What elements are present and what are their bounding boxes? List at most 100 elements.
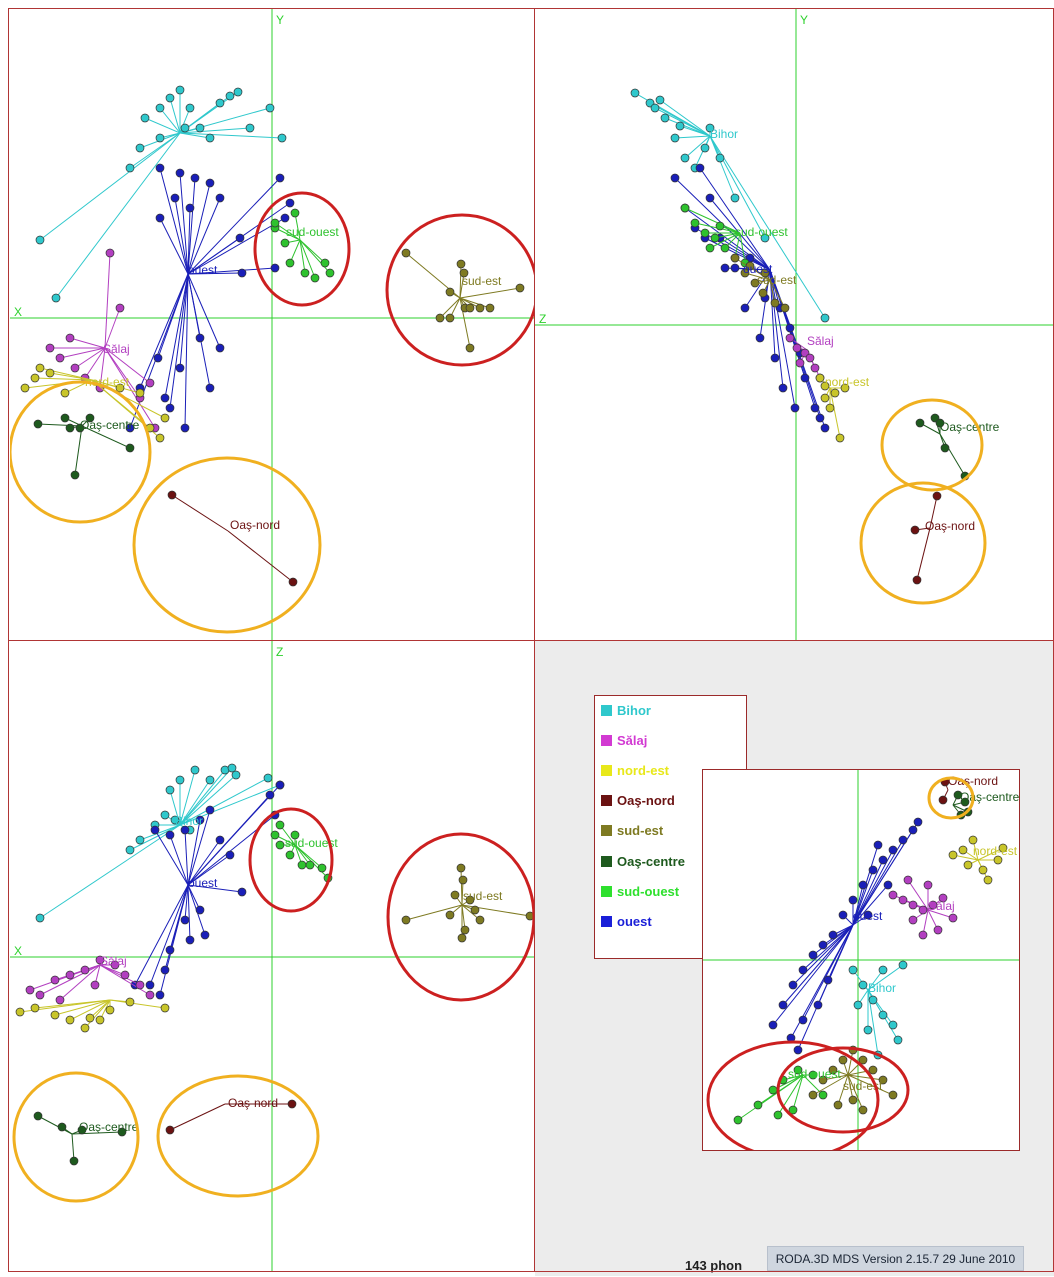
sud-ouest-cluster-link xyxy=(274,222,301,241)
sud-est-cluster-point xyxy=(750,278,760,288)
bihor-cluster-point xyxy=(155,133,165,143)
sud-ouest-cluster-point xyxy=(700,228,710,238)
oas-centre-cluster-point xyxy=(117,1127,127,1137)
nord-est-label: nord-est xyxy=(973,844,1018,858)
ouest-label: ouest xyxy=(188,263,218,277)
highlight-ring-oas-centre xyxy=(8,380,152,524)
bihor-cluster-point xyxy=(195,123,205,133)
sud-ouest-cluster-link xyxy=(757,1074,804,1106)
ouest-cluster-link xyxy=(187,784,281,886)
ouest-cluster-point xyxy=(878,855,888,865)
bihor-cluster-point xyxy=(245,123,255,133)
sud-ouest-cluster-point xyxy=(773,1110,783,1120)
sud-ouest-cluster-point xyxy=(305,860,315,870)
oas-centre-cluster-point xyxy=(33,419,43,429)
salaj-cluster-point xyxy=(948,913,958,923)
salaj-cluster-link xyxy=(104,307,121,349)
nord-est-cluster-link xyxy=(84,999,111,1029)
salaj-cluster-link xyxy=(39,964,101,996)
nord-est-label: nord-est xyxy=(85,375,130,389)
sud-est-cluster-point xyxy=(838,1055,848,1065)
mini-3d-scatter-plot[interactable]: Oaş-nord Oaş-centre nord-est ouest Sălaj Biho… xyxy=(703,770,1020,1160)
bihor-cluster-link xyxy=(179,127,251,134)
oas-nord-cluster-point xyxy=(288,577,298,587)
oas-nord-cluster-point xyxy=(932,491,942,501)
ouest-cluster-link xyxy=(139,273,189,389)
bihor-cluster-point xyxy=(170,815,180,825)
bihor-cluster-link xyxy=(179,774,237,826)
bihor-cluster-link xyxy=(679,125,711,137)
sud-est-cluster-point xyxy=(465,303,475,313)
ouest-cluster-point xyxy=(165,830,175,840)
bihor-cluster-point xyxy=(898,960,908,970)
oas-centre-cluster-point xyxy=(940,443,950,453)
bihor-cluster-point xyxy=(135,835,145,845)
ouest-cluster-link xyxy=(827,924,854,981)
ouest-cluster-link xyxy=(769,269,796,409)
nord-est-cluster-point xyxy=(115,383,125,393)
oas-centre-cluster-point xyxy=(125,443,135,453)
ouest-cluster-point xyxy=(695,163,705,173)
ouest-cluster-link xyxy=(169,273,189,409)
oas-centre-cluster-link xyxy=(37,423,83,427)
sud-ouest-cluster-link xyxy=(739,232,746,264)
nord-est-cluster-point xyxy=(15,1007,25,1017)
bihor-cluster-point xyxy=(848,965,858,975)
nord-est-cluster-point xyxy=(958,845,968,855)
ouest-cluster-point xyxy=(160,393,170,403)
sud-est-cluster-point xyxy=(465,343,475,353)
bihor-cluster-point xyxy=(878,965,888,975)
sud-ouest-cluster-point xyxy=(285,258,295,268)
bihor-cluster-point xyxy=(680,153,690,163)
ouest-cluster-point xyxy=(237,887,247,897)
sud-est-label: sud-est xyxy=(757,273,797,287)
plot-panel-zy[interactable]: Y Z Bihor sud-ouest ouest sud-est Sălaj nord-es… xyxy=(535,8,1054,640)
bihor-cluster-link xyxy=(709,135,736,199)
oas-nord-cluster-link xyxy=(169,1103,226,1131)
sud-est-cluster-point xyxy=(401,248,411,258)
bihor-cluster-link xyxy=(179,107,271,134)
sud-ouest-cluster-link xyxy=(274,227,301,241)
plot-panel-xz[interactable]: Z X Bihor ouest Sălaj sud-ouest sud-est Oaş-cen… xyxy=(10,640,536,1272)
salaj-cluster-point xyxy=(918,930,928,940)
legend-label: Bihor xyxy=(617,702,651,718)
salaj-cluster-point xyxy=(898,895,908,905)
sud-est-cluster-point xyxy=(456,863,466,873)
sud-est-cluster-point xyxy=(868,1065,878,1075)
sud-est-cluster-point xyxy=(858,1105,868,1115)
ouest-cluster-point xyxy=(155,213,165,223)
bihor-cluster-point xyxy=(175,775,185,785)
bihor-cluster-point xyxy=(263,773,273,783)
mini-3d-view[interactable]: Oaş-nord Oaş-centre nord-est ouest Sălaj Biho… xyxy=(702,769,1020,1160)
ouest-cluster-point xyxy=(828,930,838,940)
sud-est-cluster-point xyxy=(770,298,780,308)
ouest-cluster-link xyxy=(187,809,211,886)
ouest-cluster-point xyxy=(813,1000,823,1010)
sud-est-cluster-point xyxy=(445,313,455,323)
bihor-cluster-point xyxy=(630,88,640,98)
nord-est-cluster-point xyxy=(978,865,988,875)
oas-centre-cluster-link xyxy=(74,425,83,476)
salaj-cluster-point xyxy=(908,900,918,910)
xz-scatter-plot[interactable]: Z X Bihor ouest Sălaj sud-ouest sud-est Oaş-cen… xyxy=(10,640,536,1272)
legend-swatch xyxy=(601,885,612,897)
salaj-cluster-link xyxy=(104,252,111,349)
oas-nord-cluster-point xyxy=(912,575,922,585)
nord-est-cluster-point xyxy=(835,433,845,443)
nord-est-cluster-point xyxy=(95,1015,105,1025)
ouest-label: ouest xyxy=(188,876,218,890)
salaj-cluster-point xyxy=(105,248,115,258)
sud-ouest-cluster-point xyxy=(733,1115,743,1125)
ouest-cluster-point xyxy=(215,193,225,203)
ouest-label: ouest xyxy=(743,262,773,276)
bihor-cluster-link xyxy=(659,99,711,137)
sud-ouest-cluster-point xyxy=(720,243,730,253)
ouest-cluster-link xyxy=(187,819,201,886)
bihor-cluster-point xyxy=(215,98,225,108)
sud-est-cluster-point xyxy=(833,1100,843,1110)
nord-est-cluster-point xyxy=(993,855,1003,865)
bihor-cluster-point xyxy=(715,153,725,163)
